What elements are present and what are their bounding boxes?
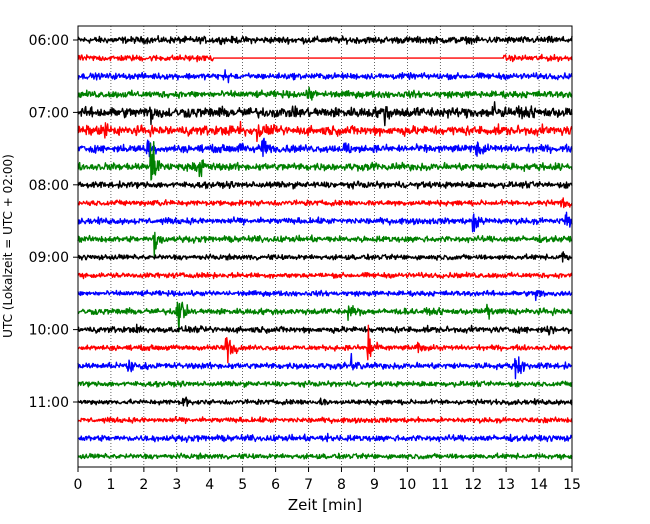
y-tick-label: 06:00 — [29, 33, 69, 49]
trace-1045 — [77, 380, 573, 389]
trace-0615 — [77, 53, 573, 63]
trace-0800 — [77, 180, 573, 190]
trace-0715 — [77, 120, 573, 143]
x-tick-label: 4 — [205, 477, 214, 493]
y-tick-label: 11:00 — [29, 395, 69, 411]
trace-1145 — [77, 452, 573, 461]
x-tick-label: 0 — [74, 477, 83, 493]
x-tick-label: 5 — [238, 477, 247, 493]
trace-0845 — [77, 231, 573, 258]
x-tick-label: 14 — [530, 477, 548, 493]
trace-0815 — [77, 197, 573, 209]
x-tick-label: 3 — [172, 477, 181, 493]
trace-1000 — [77, 323, 573, 336]
x-ticks: 0 1 2 3 4 5 6 7 8 9 10 11 12 13 14 15 — [74, 467, 581, 493]
trace-0945 — [77, 301, 573, 333]
x-tick-label: 9 — [370, 477, 379, 493]
x-tick-label: 10 — [398, 477, 416, 493]
trace-0700 — [77, 101, 573, 127]
trace-0730 — [77, 137, 573, 158]
axes-frame — [77, 25, 573, 468]
x-tick-label: 1 — [106, 477, 115, 493]
trace-0645 — [77, 86, 573, 101]
y-tick-label: 08:00 — [29, 178, 69, 194]
x-axis-label: Zeit [min] — [288, 496, 362, 514]
trace-1030 — [77, 352, 573, 380]
x-tick-label: 7 — [304, 477, 313, 493]
x-tick-label: 8 — [337, 477, 346, 493]
y-tick-label: 10:00 — [29, 323, 69, 339]
x-tick-label: 6 — [271, 477, 280, 493]
trace-1015 — [77, 324, 573, 364]
trace-1100 — [77, 396, 573, 407]
x-tick-label: 12 — [464, 477, 482, 493]
y-tick-label: 09:00 — [29, 250, 69, 266]
y-ticks: 06:00 07:00 08:00 09:00 10:00 11:00 — [29, 33, 78, 411]
trace-0915 — [77, 271, 573, 280]
trace-0830 — [77, 211, 573, 233]
trace-1130 — [77, 432, 573, 443]
trace-1115 — [77, 416, 573, 425]
trace-layer — [77, 35, 573, 461]
x-tick-label: 11 — [431, 477, 449, 493]
trace-0930 — [77, 289, 573, 302]
y-axis-label: UTC (Lokalzeit = UTC + 02:00) — [1, 154, 15, 338]
x-tick-label: 15 — [563, 477, 581, 493]
x-tick-label: 2 — [139, 477, 148, 493]
trace-0600 — [77, 35, 573, 46]
y-tick-label: 07:00 — [29, 105, 69, 121]
trace-0630 — [77, 69, 573, 84]
trace-0900 — [77, 251, 573, 263]
x-tick-label: 13 — [497, 477, 515, 493]
trace-0745 — [77, 140, 573, 181]
